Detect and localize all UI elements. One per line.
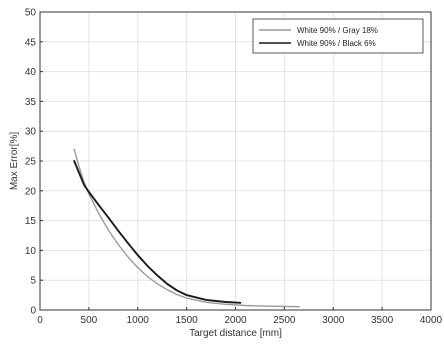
legend-box bbox=[252, 18, 424, 54]
legend-label-gray-18: White 90% / Gray 18% bbox=[297, 26, 378, 35]
x-tick-label: 1000 bbox=[127, 315, 150, 326]
y-tick-label: 40 bbox=[25, 67, 37, 78]
x-tick-label: 3000 bbox=[322, 315, 345, 326]
series-line-1 bbox=[73, 160, 242, 304]
y-tick-label: 5 bbox=[30, 276, 36, 287]
series-line-0 bbox=[73, 148, 300, 308]
x-tick-label: 3500 bbox=[371, 315, 394, 326]
y-axis-title: Max Error[%] bbox=[9, 132, 20, 191]
x-tick-label: 2500 bbox=[273, 315, 296, 326]
y-tick-label: 35 bbox=[25, 97, 37, 108]
series-group bbox=[73, 148, 300, 308]
y-tick-label: 25 bbox=[25, 157, 37, 168]
axis-ticks: 0 500 1000 1500 2000 2500 3000 3500 4000 0 5 10 15 20… bbox=[25, 8, 443, 327]
x-tick-label: 500 bbox=[81, 315, 98, 326]
x-tick-label: 2000 bbox=[224, 315, 247, 326]
legend: White 90% / Gray 18% White 90% / Black 6… bbox=[252, 18, 424, 54]
y-tick-label: 20 bbox=[25, 186, 37, 197]
legend-label-black-6: White 90% / Black 6% bbox=[297, 39, 376, 48]
y-tick-label: 0 bbox=[30, 306, 36, 317]
y-tick-label: 15 bbox=[25, 216, 37, 227]
x-tick-label: 4000 bbox=[420, 315, 443, 326]
x-tick-label: 1500 bbox=[176, 315, 199, 326]
x-tick-label: 0 bbox=[37, 315, 43, 326]
y-tick-label: 10 bbox=[25, 246, 37, 257]
grid bbox=[40, 12, 431, 310]
y-tick-label: 45 bbox=[25, 37, 37, 48]
x-axis-title: Target distance [mm] bbox=[189, 328, 282, 339]
y-tick-label: 50 bbox=[25, 8, 37, 19]
y-tick-label: 30 bbox=[25, 127, 37, 138]
